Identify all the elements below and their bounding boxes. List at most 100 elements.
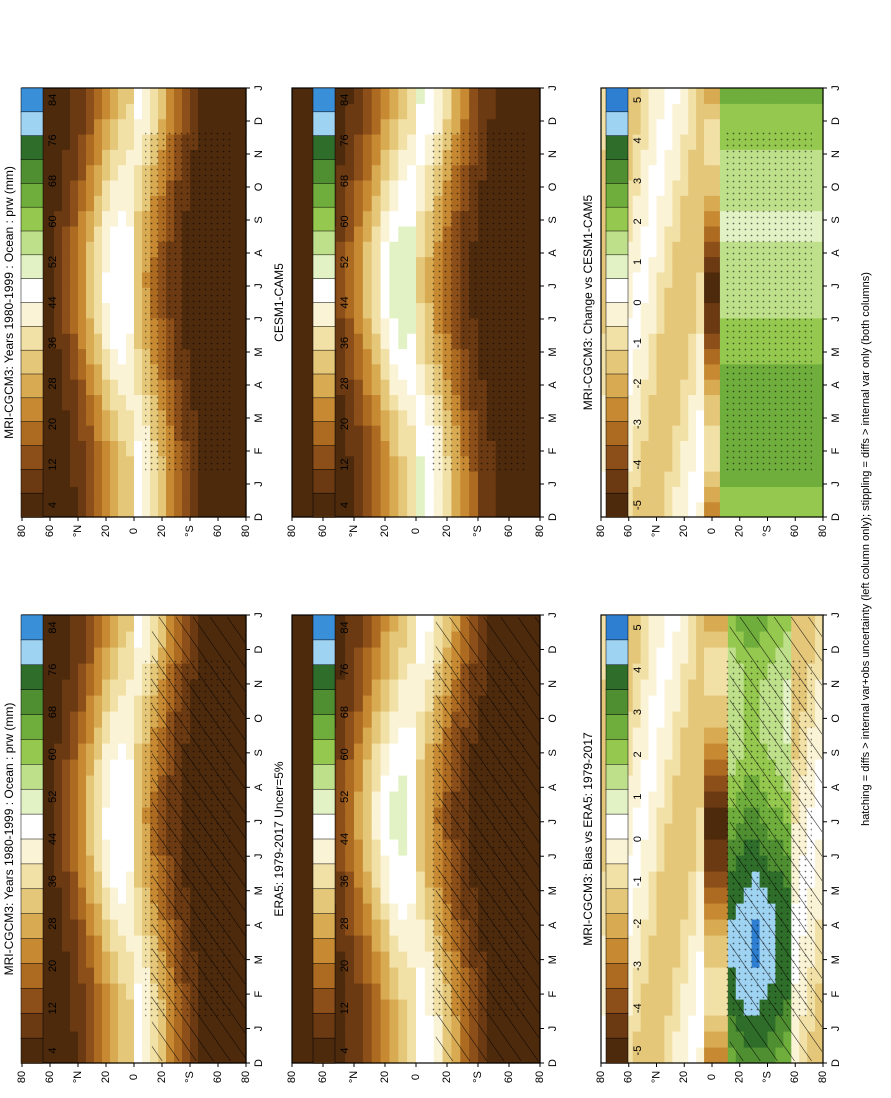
heatmap-cell [134,935,143,952]
heatmap-cell [118,631,127,648]
heatmap-cell [712,775,721,792]
heatmap-cell [380,333,391,350]
heatmap-cell [46,727,55,744]
heatmap-cell [86,486,95,503]
heatmap-cell [640,727,650,744]
heatmap-cell [362,999,373,1016]
heatmap-cell [86,999,95,1016]
heatmap-cell [54,333,63,350]
heatmap-cell [70,317,79,334]
heatmap-cell [371,663,382,680]
heatmap-cell [300,103,311,120]
heatmap-cell [696,807,705,824]
heatmap-cell [126,287,135,304]
heatmap-cell [815,179,824,196]
heatmap-cell [238,348,247,365]
heatmap-cell [380,871,391,888]
heatmap-cell [118,679,127,696]
heatmap-cell [371,951,382,968]
heatmap-cell [640,759,650,776]
heatmap-cell [664,164,673,181]
heatmap-cell [102,775,111,792]
lat-tick-label: 20 [441,1071,453,1083]
heatmap-cell [712,333,721,350]
heatmap-cell [416,951,426,968]
heatmap-cell [238,256,247,273]
heatmap-cell [704,631,713,648]
heatmap-cell [416,1047,426,1064]
lat-tick-label: 60 [44,525,56,537]
heatmap-cell [345,855,355,872]
heatmap-cell [110,348,119,365]
heatmap-cell [680,133,689,150]
heatmap-cell [799,486,808,503]
heatmap-cell [416,887,426,904]
heatmap-cell [632,317,642,334]
heatmap-cell [416,775,426,792]
heatmap-cell [696,695,705,712]
heatmap-cell [102,164,111,181]
heatmap-cell [680,967,689,984]
heatmap-cell [460,471,470,487]
heatmap-cell [362,983,373,1000]
heatmap-cell [601,727,610,744]
heatmap-cell [238,88,247,104]
heatmap-cell [380,440,391,457]
heatmap-cell [62,501,71,518]
heatmap-cell [86,935,95,952]
heatmap-cell [696,149,705,166]
heatmap-cell [134,759,143,776]
heatmap-cell [704,807,713,824]
heatmap-cell [775,88,784,104]
heatmap-cell [102,1015,111,1032]
heatmap-cell [292,103,302,120]
heatmap-cell [292,615,302,632]
heatmap-cell [118,455,127,472]
heatmap-cell [354,967,364,984]
heatmap-cell [54,241,63,258]
heatmap-cell [78,164,87,181]
heatmap-cell [680,743,689,760]
heatmap-cell [62,271,71,288]
heatmap-cell [389,394,399,411]
heatmap-cell [407,951,417,968]
heatmap-cell [336,425,346,441]
month-tick-label: D [830,1059,842,1067]
heatmap-cell [704,855,713,872]
heatmap-cell [486,118,497,135]
heatmap-cell [624,256,634,273]
heatmap-cell [86,317,95,334]
heatmap-cell [70,615,79,632]
heatmap-cell [522,88,532,104]
heatmap-cell [601,88,610,104]
heatmap-cell [407,871,417,888]
heatmap-cell [238,302,247,319]
heatmap-cell [704,903,713,920]
heatmap-cell [86,379,95,396]
heatmap-cell [118,425,127,441]
heatmap-cell [648,855,658,872]
heatmap-cell [102,425,111,441]
heatmap-cell [696,759,705,776]
heatmap-cell [94,425,103,441]
heatmap-cell [624,225,634,242]
heatmap-cell [46,647,55,664]
heatmap-cell [362,919,373,936]
heatmap-cell [672,791,681,808]
heatmap-cell [531,501,541,518]
heatmap-cell [70,440,79,457]
heatmap-cell [134,679,143,696]
heatmap-cell [398,695,408,712]
heatmap-cell [398,679,408,696]
heatmap-cell [380,1031,391,1048]
heatmap-cell [640,695,650,712]
heatmap-cell [102,348,111,365]
heatmap-cell [292,919,302,936]
heatmap-cell [62,471,71,487]
heatmap-cell [292,935,302,952]
heatmap-cell [632,647,642,664]
heatmap-cell [451,88,461,104]
lat-tick-label: 80 [595,1071,607,1083]
heatmap-cell [46,871,55,888]
heatmap-cell [704,1031,713,1048]
